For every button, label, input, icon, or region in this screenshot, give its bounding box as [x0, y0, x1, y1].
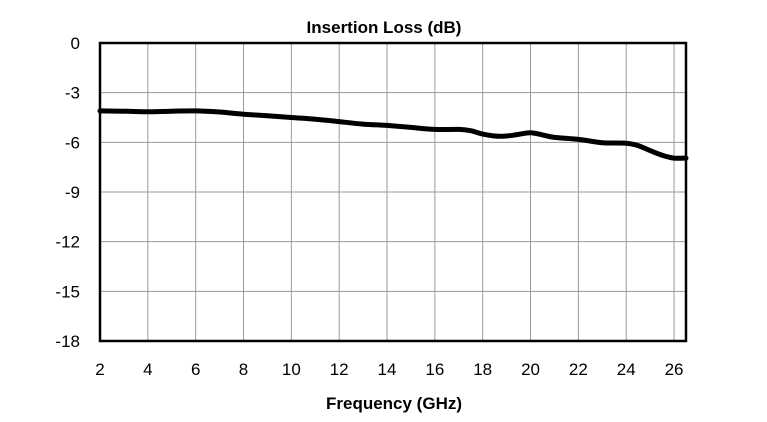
x-tick-label: 26	[665, 360, 684, 379]
x-tick-label: 16	[425, 360, 444, 379]
y-tick-label: -6	[65, 133, 80, 152]
series-line-insertion-loss	[97, 108, 689, 161]
x-tick-label: 2	[95, 360, 104, 379]
x-tick-label: 18	[473, 360, 492, 379]
y-tick-label: -15	[55, 282, 80, 301]
x-tick-label: 10	[282, 360, 301, 379]
y-tick-label: -18	[55, 332, 80, 351]
y-tick-labels: 0 -3 -6 -9 -12 -15 -18	[55, 34, 80, 351]
x-axis-label: Frequency (GHz)	[326, 394, 462, 413]
chart-title: Insertion Loss (dB)	[307, 18, 462, 37]
y-tick-label: -9	[65, 183, 80, 202]
x-tick-label: 6	[191, 360, 200, 379]
x-tick-label: 4	[143, 360, 152, 379]
x-tick-label: 12	[330, 360, 349, 379]
x-tick-label: 8	[239, 360, 248, 379]
x-tick-label: 20	[521, 360, 540, 379]
y-tick-label: -12	[55, 233, 80, 252]
y-tick-label: 0	[71, 34, 80, 53]
plot-frame	[98, 41, 688, 343]
x-tick-labels: 2 4 6 8 10 12 14 16 18 20 22 24 26	[95, 360, 683, 379]
y-tick-label: -3	[65, 84, 80, 103]
x-tick-label: 14	[378, 360, 397, 379]
grid-lines	[99, 42, 686, 342]
series-layer	[97, 108, 689, 161]
x-tick-label: 24	[617, 360, 636, 379]
x-tick-label: 22	[569, 360, 588, 379]
